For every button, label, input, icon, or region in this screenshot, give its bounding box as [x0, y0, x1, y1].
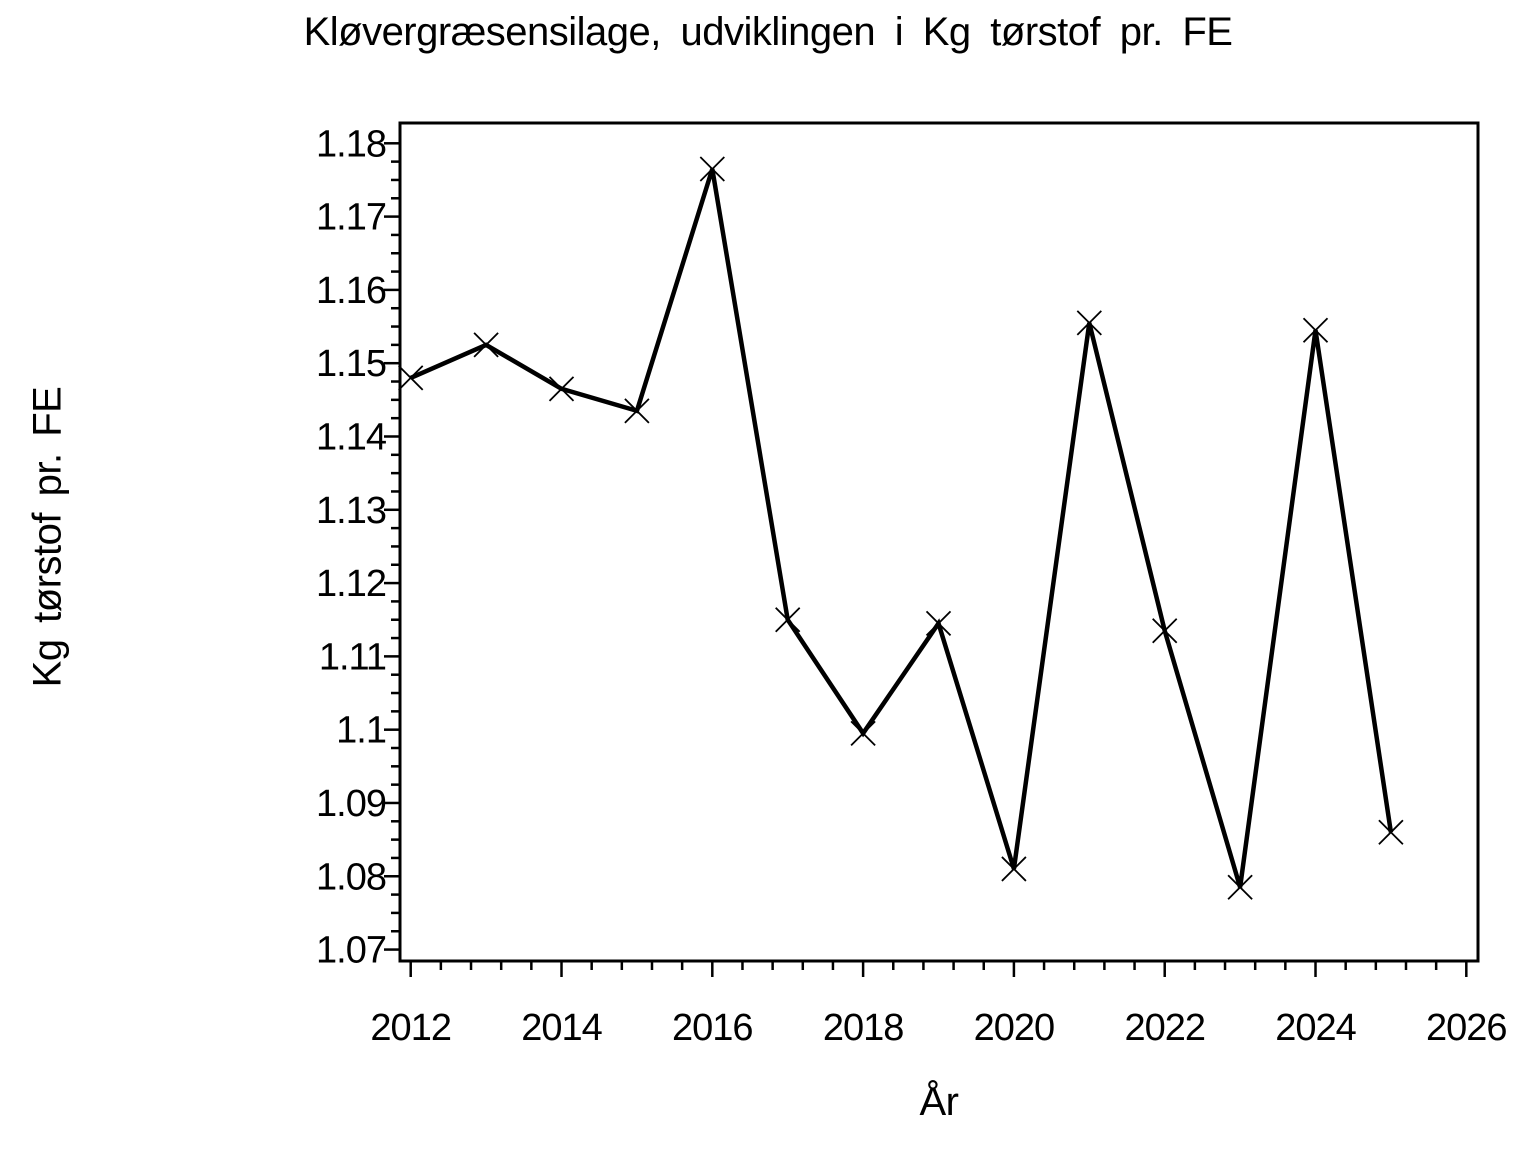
data-point-marker: [1378, 819, 1404, 845]
data-point-marker: [1076, 310, 1102, 336]
x-tick-label: 2012: [370, 1007, 451, 1049]
data-point-marker: [699, 156, 725, 182]
data-point-marker: [1001, 856, 1027, 882]
data-point-marker: [925, 610, 952, 637]
data-point-marker: [624, 398, 650, 424]
y-tick-label: 1.07: [316, 930, 386, 972]
data-point-marker: [1302, 317, 1329, 343]
y-tick-label: 1.08: [316, 856, 386, 898]
y-tick-label: 1.1: [336, 710, 386, 752]
y-tick-label: 1.16: [316, 270, 386, 312]
x-tick-label: 2026: [1426, 1007, 1507, 1049]
y-tick-label: 1.17: [316, 197, 386, 239]
x-tick-label: 2018: [823, 1007, 904, 1049]
y-tick-label: 1.14: [316, 416, 387, 458]
data-line: [409, 168, 1394, 888]
y-tick-label: 1.13: [316, 490, 386, 532]
x-tick-label: 2016: [672, 1007, 753, 1049]
y-tick-label: 1.11: [319, 636, 386, 678]
y-tick-label: 1.12: [316, 563, 386, 605]
data-point-marker: [398, 365, 424, 391]
data-point-marker: [548, 376, 575, 402]
plot-frame: [398, 121, 1480, 963]
x-tick-label: 2024: [1275, 1007, 1356, 1049]
data-point-marker: [1227, 874, 1253, 900]
x-tick-label: 2022: [1124, 1007, 1205, 1049]
x-tick-label: 2014: [521, 1007, 602, 1049]
data-point-marker: [850, 720, 876, 746]
y-tick-label: 1.18: [316, 123, 386, 165]
data-point-marker: [775, 607, 801, 633]
y-tick-label: 1.09: [316, 783, 386, 825]
data-point-marker: [473, 332, 499, 358]
data-point-marker: [1152, 618, 1178, 644]
x-tick-label: 2020: [974, 1007, 1055, 1049]
x-axis-title: År: [919, 1080, 960, 1124]
y-tick-label: 1.15: [316, 343, 386, 385]
chart-title: Kløvergræsensilage, udviklingen i Kg tør…: [303, 10, 1233, 54]
